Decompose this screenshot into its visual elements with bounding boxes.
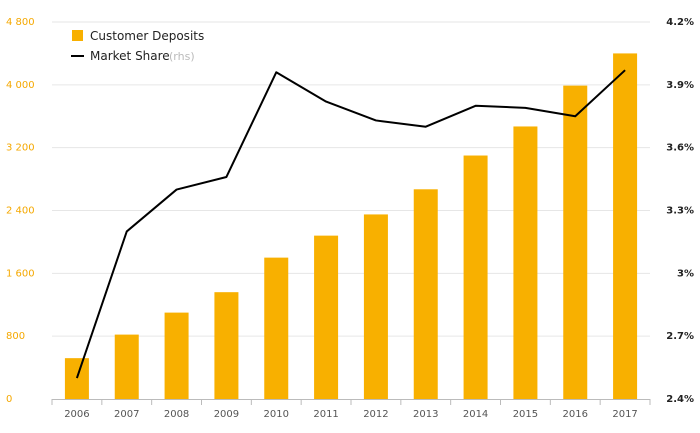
bar-customer-deposits — [164, 312, 189, 399]
line-market-share — [75, 69, 626, 379]
x-tick-label: 2008 — [164, 409, 189, 420]
bar-customer-deposits — [214, 292, 239, 399]
x-tick-label: 2016 — [563, 409, 588, 420]
bar-customer-deposits — [563, 85, 588, 400]
y-right-tick-label: 3% — [677, 268, 694, 279]
y-left-tick-label: 0 — [6, 394, 12, 405]
bar-customer-deposits — [114, 334, 139, 399]
bar-customer-deposits — [463, 155, 488, 399]
x-tick-label: 2014 — [463, 409, 488, 420]
y-right-tick-label: 4.2% — [666, 17, 694, 28]
bar-customer-deposits — [64, 358, 89, 399]
legend-label-market-share: Market Share — [90, 49, 170, 63]
y-left-tick-label: 4 000 — [6, 80, 35, 91]
y-left-tick-label: 800 — [6, 331, 25, 342]
x-tick-label: 2007 — [114, 409, 139, 420]
x-tick-label: 2015 — [513, 409, 538, 420]
x-tick-label: 2010 — [264, 409, 289, 420]
y-right-tick-label: 3.3% — [666, 206, 694, 217]
x-tick-label: 2006 — [64, 409, 89, 420]
y-right-tick-label: 2.4% — [666, 394, 694, 405]
bar-customer-deposits — [513, 126, 538, 399]
x-tick-label: 2012 — [363, 409, 388, 420]
bar-customer-deposits — [314, 235, 339, 399]
y-left-tick-label: 4 800 — [6, 17, 35, 28]
y-left-tick-label: 2 400 — [6, 206, 35, 217]
x-tick-label: 2013 — [413, 409, 438, 420]
legend-swatch-customer-deposits — [72, 30, 83, 41]
y-left-tick-label: 1 600 — [6, 268, 35, 279]
legend-label-rhs: (rhs) — [169, 50, 195, 63]
x-tick-label: 2011 — [313, 409, 338, 420]
y-right-tick-label: 3.9% — [666, 80, 694, 91]
bar-customer-deposits — [413, 189, 438, 399]
bar-customer-deposits — [613, 53, 638, 400]
y-left-tick-label: 3 200 — [6, 143, 35, 154]
legend-label-customer-deposits: Customer Deposits — [90, 29, 204, 43]
y-right-tick-label: 3.6% — [666, 143, 694, 154]
x-tick-label: 2017 — [612, 409, 637, 420]
y-right-tick-label: 2.7% — [666, 331, 694, 342]
bar-customer-deposits — [363, 214, 388, 399]
x-tick-label: 2009 — [214, 409, 239, 420]
bar-customer-deposits — [264, 257, 289, 399]
